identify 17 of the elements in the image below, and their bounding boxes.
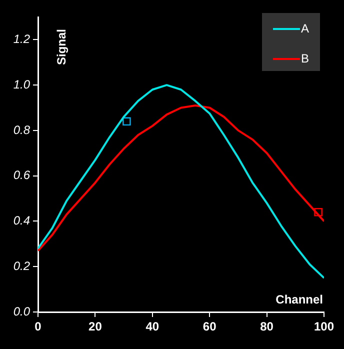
x-tick-label: 80 xyxy=(260,320,274,334)
x-tick-label: 100 xyxy=(314,320,334,334)
y-tick-label: 0.6 xyxy=(13,168,30,182)
y-tick-label: 1.0 xyxy=(13,77,30,92)
y-tick-label: 0.4 xyxy=(13,214,30,228)
x-axis-title: Channel xyxy=(276,292,323,306)
y-tick-label: 0.2 xyxy=(13,258,30,273)
y-axis-title: Signal xyxy=(54,28,68,65)
y-tick-label: 0.8 xyxy=(13,122,30,137)
x-tick-label: 60 xyxy=(202,320,217,334)
x-tick-label: 40 xyxy=(146,320,160,334)
x-tick-label: 20 xyxy=(88,320,102,334)
y-tick-label: 0.0 xyxy=(13,304,30,318)
legend-label: A xyxy=(301,21,310,36)
legend-label: B xyxy=(301,51,310,66)
y-tick-label: 1.2 xyxy=(13,32,30,46)
x-tick-label: 0 xyxy=(34,320,42,334)
